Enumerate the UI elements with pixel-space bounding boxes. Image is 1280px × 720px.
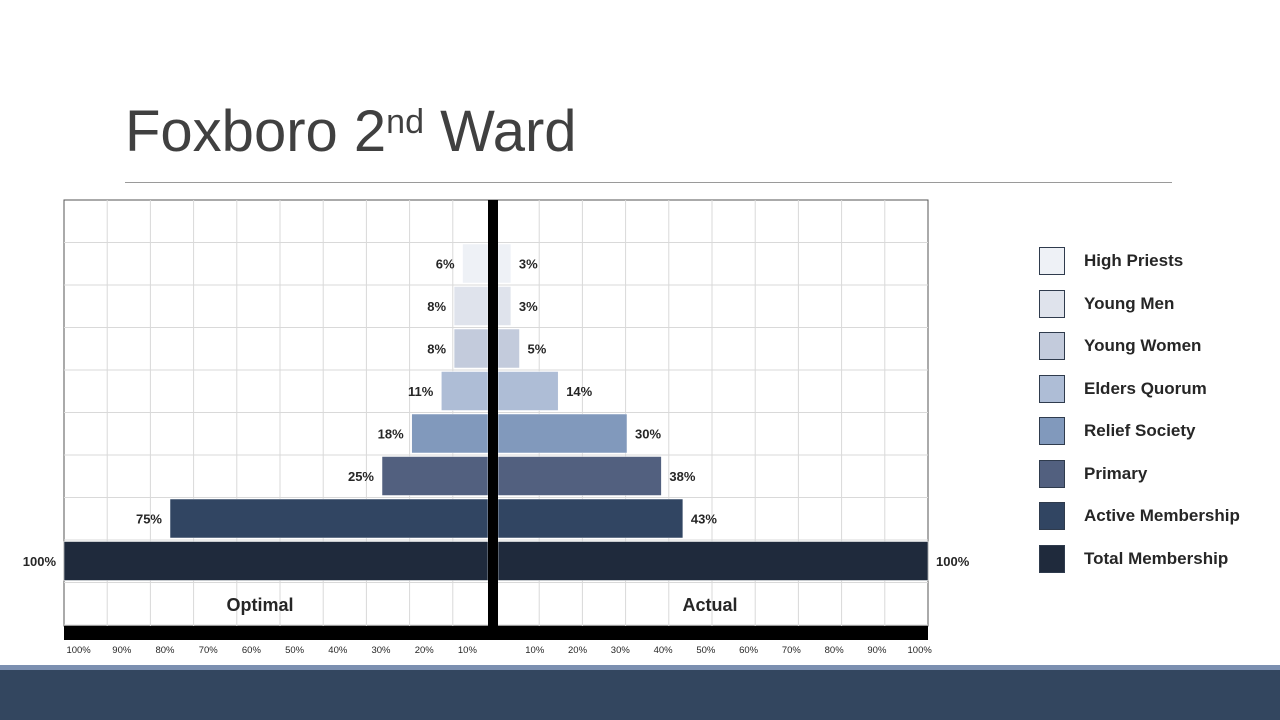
bar-optimal-relief-society [411, 413, 489, 454]
footer-stripe [0, 665, 1280, 670]
title-superscript: nd [386, 103, 424, 141]
bar-optimal-high-priests [462, 243, 489, 284]
bar-actual-active-membership [497, 498, 684, 539]
legend-item: Elders Quorum [1039, 374, 1269, 405]
bar-actual-relief-society [497, 413, 628, 454]
data-label-actual: 14% [566, 384, 592, 399]
x-tick-label: 50% [696, 645, 716, 656]
bar-actual-high-priests [497, 243, 512, 284]
page-title: Foxboro 2nd Ward [125, 103, 577, 161]
data-label-optimal: 11% [408, 384, 434, 399]
x-tick-label: 40% [654, 645, 674, 656]
x-tick-label: 40% [328, 645, 348, 656]
pyramid-chart: 6% 3% 8% 3% 8% 5% 11% 14% 18% 30% 25% 38% 75% 43% 100%… [23, 199, 970, 656]
legend-swatch [1039, 417, 1065, 445]
x-tick-label: 20% [415, 645, 435, 656]
x-tick-label: 80% [155, 645, 175, 656]
caption-optimal: Optimal [226, 595, 293, 615]
footer-bar [0, 670, 1280, 720]
x-tick-label: 60% [242, 645, 262, 656]
bar-actual-elders-quorum [497, 371, 559, 411]
data-label-actual: 38% [669, 469, 695, 484]
legend-item: Young Women [1039, 332, 1269, 362]
caption-actual: Actual [682, 595, 737, 615]
legend-item: Total Membership [1039, 544, 1269, 575]
bar-optimal-young-women [453, 328, 489, 369]
legend-swatch [1039, 247, 1065, 275]
data-label-actual: 43% [691, 512, 717, 527]
title-tail: Ward [423, 99, 577, 164]
x-tick-label: 10% [458, 645, 478, 656]
legend-label: Elders Quorum [1084, 378, 1207, 398]
x-tick-label: 70% [199, 645, 219, 656]
data-label-optimal: 75% [136, 512, 162, 527]
legend-swatch [1039, 544, 1065, 573]
center-divider [488, 200, 498, 626]
legend-item: Active Membership [1039, 502, 1269, 532]
data-label-actual: 3% [519, 299, 538, 314]
data-label-optimal: 100% [23, 554, 57, 569]
legend-label: Total Membership [1084, 548, 1229, 568]
legend-item: Relief Society [1039, 417, 1269, 447]
legend-item: Primary [1039, 459, 1269, 490]
legend-swatch [1039, 332, 1065, 360]
x-tick-label: 90% [867, 645, 887, 656]
data-label-optimal: 8% [427, 342, 446, 357]
x-tick-label: 100% [908, 645, 933, 656]
bar-optimal-elders-quorum [441, 371, 489, 411]
bar-actual-young-men [497, 286, 512, 326]
data-label-optimal: 8% [427, 299, 446, 314]
legend-item: Young Men [1039, 289, 1269, 320]
data-label-actual: 5% [528, 342, 547, 357]
x-tick-label: 50% [285, 645, 305, 656]
bar-optimal-young-men [453, 286, 489, 326]
bar-actual-primary [497, 456, 662, 496]
x-tick-label: 80% [825, 645, 845, 656]
legend-swatch [1039, 459, 1065, 488]
data-label-optimal: 18% [378, 427, 404, 442]
x-tick-label: 90% [112, 645, 132, 656]
bar-actual-total-membership [497, 541, 929, 581]
bar-optimal-primary [381, 456, 489, 496]
bar-optimal-active-membership [169, 498, 489, 539]
x-tick-label: 20% [568, 645, 588, 656]
legend-label: Primary [1084, 463, 1148, 483]
bar-actual-young-women [497, 328, 520, 369]
legend-swatch [1039, 502, 1065, 530]
x-tick-label: 100% [66, 645, 91, 656]
x-tick-label: 30% [371, 645, 391, 656]
legend-swatch [1039, 289, 1065, 318]
x-tick-label: 60% [739, 645, 759, 656]
legend-label: Active Membership [1084, 506, 1240, 525]
data-label-actual: 30% [635, 427, 661, 442]
legend-label: Young Women [1084, 336, 1202, 355]
x-axis-bar [64, 626, 928, 640]
legend-label: High Priests [1084, 251, 1184, 270]
x-tick-label: 30% [611, 645, 631, 656]
data-label-optimal: 25% [348, 469, 374, 484]
x-tick-label: 70% [782, 645, 802, 656]
legend-swatch [1039, 374, 1065, 403]
x-tick-label: 10% [525, 645, 545, 656]
legend-label: Relief Society [1084, 421, 1196, 440]
legend-item: High Priests [1039, 247, 1269, 277]
legend-label: Young Men [1084, 293, 1175, 313]
bar-optimal-total-membership [63, 541, 489, 581]
data-label-optimal: 6% [436, 257, 455, 272]
data-label-actual: 100% [936, 554, 970, 569]
title-main: Foxboro 2 [125, 99, 387, 164]
data-label-actual: 3% [519, 257, 538, 272]
title-divider [125, 182, 1172, 183]
